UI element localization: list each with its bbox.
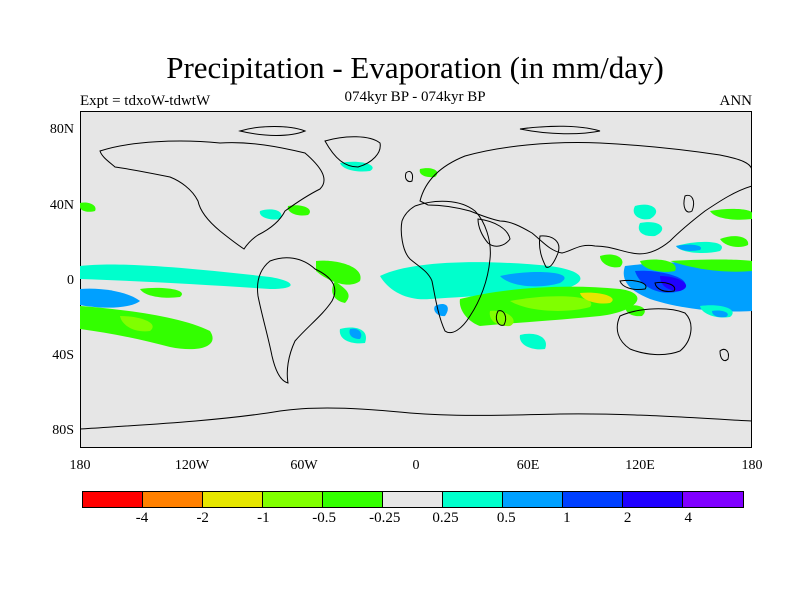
colorbar-box [143,492,203,507]
coast-antarctica [80,407,752,430]
lat-tick: 80N [49,122,74,137]
colorbar-box [503,492,563,507]
coast-madagascar [495,310,507,326]
dry-region [140,287,182,298]
colorbar-label: 0.5 [496,510,516,526]
dry-region [640,259,676,272]
colorbar-box [443,492,503,507]
colorbar-label: -1 [257,510,270,526]
colorbar-box [83,492,143,507]
coast-british-isles [405,170,413,182]
wet-region [434,304,448,317]
colorbar-box [623,492,683,507]
lon-tick: 120W [174,458,210,473]
coast-indonesia [619,280,647,290]
dry-region [489,310,514,327]
lat-tick: 0 [67,273,74,288]
dry-region [120,316,153,332]
dry-region [332,281,349,303]
colorbar-label: -4 [135,510,149,526]
lat-tick: 40N [49,198,74,213]
dry-region [80,202,96,212]
coast-india [539,235,560,268]
wet-region [660,276,687,291]
wet-region [712,310,728,318]
coast-africa [400,200,491,334]
lat-tick: 80S [52,423,74,438]
colorbar-label: 0.25 [432,510,459,526]
colorbar-label: -0.5 [312,510,336,526]
dry-region [419,168,438,178]
wet-region [80,288,140,308]
colorbar-label: 4 [684,510,693,526]
wet-region [500,271,565,287]
period-label: ANN [719,93,753,109]
colorbar-label: -0.25 [369,510,401,526]
coast-arctic-islands [519,125,601,135]
coast-indonesia [654,282,676,292]
lat-tick: 40S [52,348,74,363]
coast-australia [616,308,692,356]
dry-region [600,254,623,268]
coast-south-america [257,257,336,384]
wet-region [259,209,282,220]
colorbar-box [563,492,623,507]
colorbar-label: 1 [563,510,571,526]
coastlines [80,125,752,430]
lon-tick: 0 [412,458,420,473]
dry-region [510,296,592,311]
chart-title: Precipitation - Evaporation (in mm/day) [166,50,664,85]
lon-tick: 60W [290,458,318,473]
lon-tick: 60E [516,458,540,473]
wet-region [80,264,291,289]
experiment-label: Expt = tdxoW-tdwtW [80,93,211,109]
coast-greenland [324,136,381,168]
coast-arctic-islands [238,126,307,136]
dry-region [580,292,613,304]
dry-region [287,205,310,216]
colorbar-box [323,492,383,507]
coast-eurasia [419,142,752,255]
colorbar-box [203,492,263,507]
coast-japan [683,194,695,213]
coast-north-america [99,140,325,250]
wet-region [633,204,657,220]
precip-evap-map [80,125,752,430]
wet-region [638,222,663,237]
coast-arabia [477,218,511,247]
colorbar [82,491,744,508]
colorbar-label: 2 [623,510,632,526]
wet-region [519,333,546,350]
colorbar-box [263,492,323,507]
dry-region [316,260,361,285]
dry-region [710,208,752,220]
colorbar-label: -2 [196,510,209,526]
colorbar-box [383,492,443,507]
lon-tick: 180 [69,458,91,473]
dry-region [670,259,752,272]
chart-subtitle: 074kyr BP - 074kyr BP [344,89,486,105]
lon-tick: 120E [625,458,655,473]
lon-tick: 180 [741,458,763,473]
wet-region [676,244,701,251]
coast-new-zealand [719,348,729,362]
dry-region [720,236,749,247]
wet-region [349,328,362,339]
colorbar-box [683,492,743,507]
